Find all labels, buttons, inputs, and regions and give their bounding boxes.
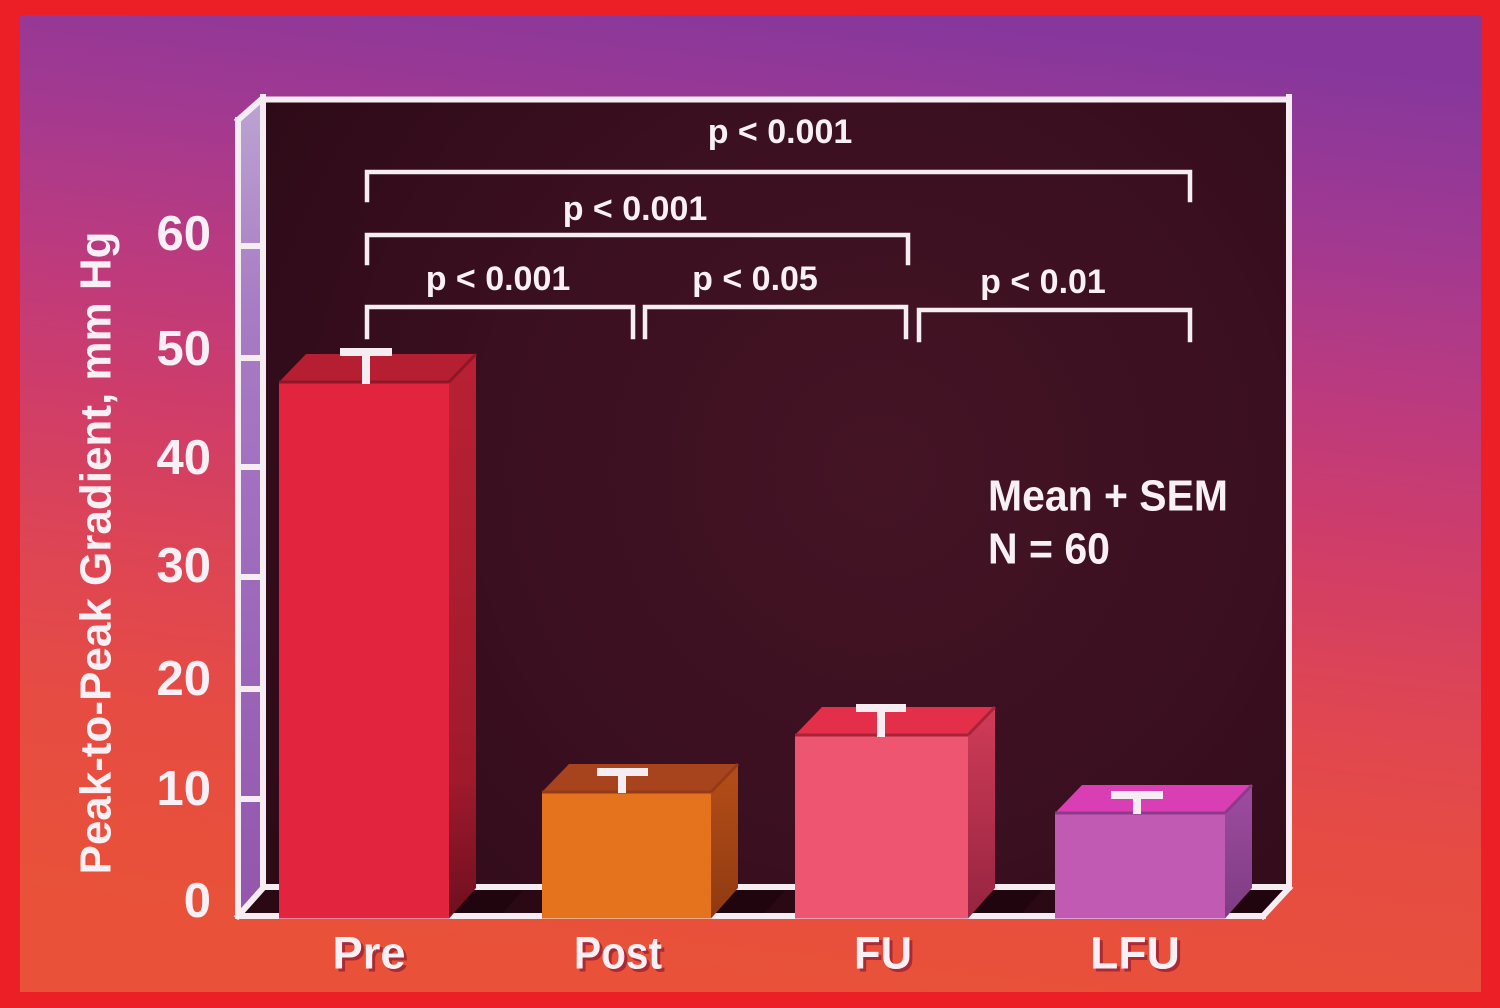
svg-text:Mean + SEM: Mean + SEM (988, 472, 1228, 521)
svg-text:p < 0.001: p < 0.001 (708, 113, 853, 151)
svg-text:10: 10 (156, 762, 211, 816)
svg-text:Peak-to-Peak Gradient, mm Hg: Peak-to-Peak Gradient, mm Hg (72, 231, 121, 874)
svg-text:60: 60 (156, 207, 211, 261)
svg-text:Post: Post (577, 931, 665, 982)
svg-text:40: 40 (156, 431, 211, 485)
svg-text:p < 0.01: p < 0.01 (980, 263, 1106, 301)
svg-text:p < 0.001: p < 0.001 (563, 190, 708, 228)
svg-text:30: 30 (156, 539, 211, 593)
svg-text:50: 50 (156, 322, 211, 376)
svg-text:FU: FU (857, 931, 915, 982)
svg-text:p < 0.05: p < 0.05 (692, 260, 818, 298)
svg-text:Pre: Pre (336, 931, 409, 982)
svg-text:20: 20 (156, 652, 211, 706)
svg-text:LFU: LFU (1093, 931, 1183, 982)
svg-text:LFU: LFU (1090, 928, 1180, 979)
svg-text:Post: Post (574, 928, 662, 979)
svg-text:FU: FU (854, 928, 912, 979)
svg-text:Pre: Pre (333, 928, 406, 979)
svg-text:0: 0 (184, 874, 211, 928)
svg-text:N = 60: N = 60 (988, 525, 1110, 574)
svg-text:p < 0.001: p < 0.001 (426, 260, 571, 298)
